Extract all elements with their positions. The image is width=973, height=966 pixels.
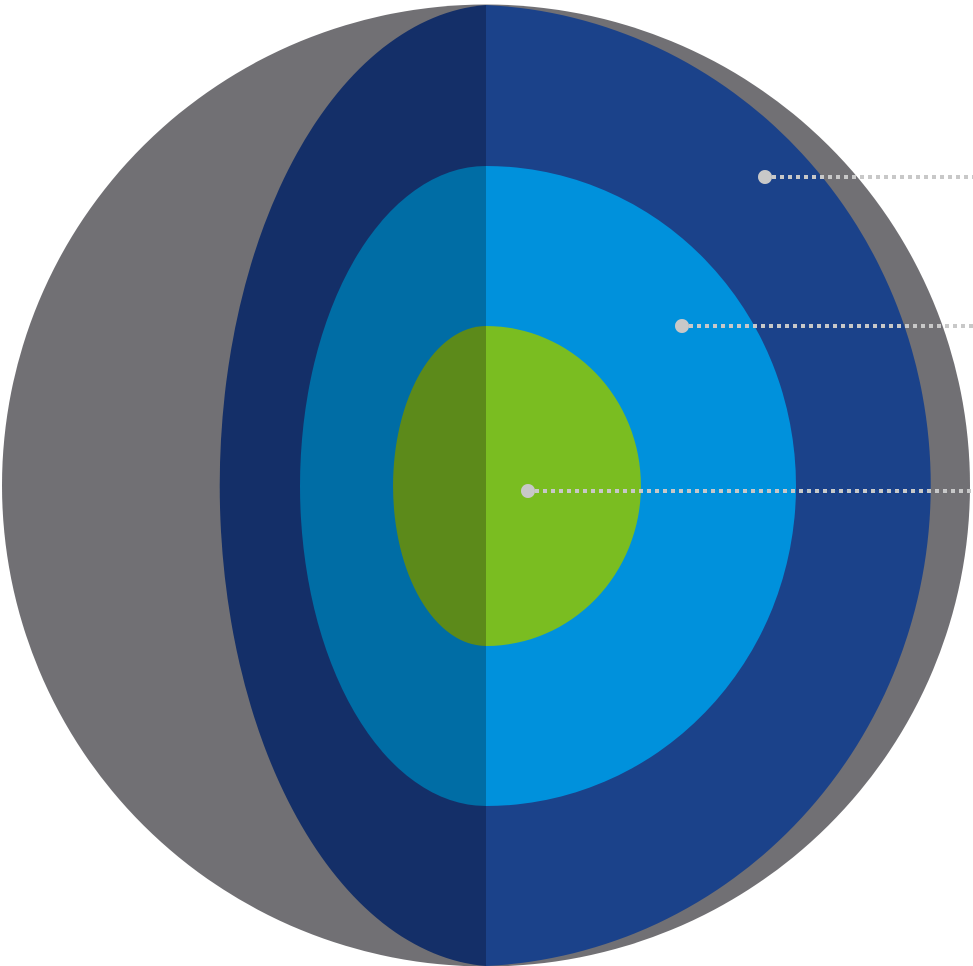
core-left (393, 326, 486, 646)
leader-lines (521, 170, 973, 498)
middle-layer-right (486, 166, 796, 806)
middle-layer-left (300, 166, 486, 806)
leader-dot (521, 484, 535, 498)
leader-dot (675, 319, 689, 333)
core-right (486, 326, 641, 646)
leader-dot (758, 170, 772, 184)
